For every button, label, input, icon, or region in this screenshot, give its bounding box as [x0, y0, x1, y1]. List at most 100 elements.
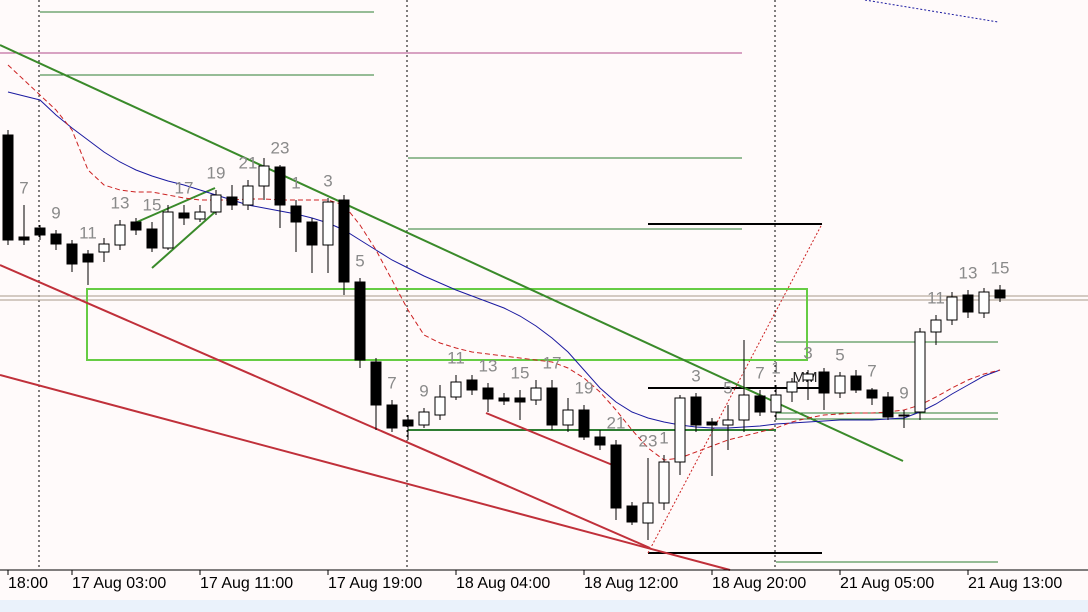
zone-rectangle	[86, 288, 808, 361]
trendline	[864, 0, 999, 23]
x-tick-label: 18 Aug 20:00	[712, 575, 806, 592]
candle-label: 13	[479, 356, 498, 375]
x-tick-label: 18:00	[8, 575, 48, 592]
candle-body	[114, 224, 126, 246]
candle-body	[642, 502, 654, 524]
candle-body	[194, 211, 206, 220]
candle-label: 7	[867, 361, 876, 380]
candle-body	[450, 381, 462, 398]
candle-body	[66, 243, 78, 265]
x-tick-label: 18 Aug 12:00	[584, 575, 678, 592]
moving-average	[7, 91, 1001, 429]
candle-label: 5	[355, 251, 364, 270]
x-tick-label: 17 Aug 03:00	[72, 575, 166, 592]
trendline	[0, 374, 731, 571]
candle-label: 15	[511, 363, 530, 382]
trendline	[136, 187, 216, 223]
candle-body	[82, 253, 94, 263]
candle-body	[866, 389, 878, 399]
candle-body	[834, 375, 846, 394]
period-separators	[38, 0, 776, 570]
candle-body	[850, 375, 862, 391]
candle-body	[770, 394, 782, 413]
x-tick-label: 17 Aug 11:00	[200, 575, 293, 592]
candle-body	[402, 419, 414, 427]
candle-body	[706, 421, 718, 426]
candle-label: 21	[239, 153, 258, 172]
candle-body	[370, 361, 382, 406]
candle-label: 7	[387, 373, 396, 392]
candle-label: 23	[271, 138, 290, 157]
candle-body	[962, 294, 974, 313]
candle-body	[674, 397, 686, 463]
candle-body	[50, 233, 62, 245]
candle-label: 21	[607, 413, 626, 432]
candle-body	[818, 371, 830, 394]
candle-body	[466, 379, 478, 391]
candle-body	[898, 414, 910, 417]
candle-body	[306, 221, 318, 246]
candle-label: 5	[723, 378, 732, 397]
candle-label: 9	[51, 203, 60, 222]
candle-body	[130, 221, 142, 231]
candle-body	[578, 409, 590, 438]
candle-body	[386, 404, 398, 429]
candle-label: 13	[111, 193, 130, 212]
candle-label: 15	[991, 258, 1010, 277]
candle-body	[754, 395, 766, 413]
candle-body	[482, 387, 494, 400]
candle-body	[610, 444, 622, 509]
candle-label: 9	[419, 381, 428, 400]
candle-label: 7	[19, 178, 28, 197]
candle-body	[546, 387, 558, 426]
candle-body	[178, 212, 190, 219]
candle-body	[562, 409, 574, 426]
candle-label: 7	[755, 363, 764, 382]
candle-body	[978, 291, 990, 314]
candle-label: 17	[175, 178, 194, 197]
candle-label: 19	[575, 378, 594, 397]
candle-body	[738, 394, 750, 421]
candle-label: 5	[835, 345, 844, 364]
candle-body	[274, 166, 286, 206]
candle-body	[18, 236, 30, 241]
x-tick-label: 18 Aug 04:00	[456, 575, 550, 592]
candle-body	[2, 134, 14, 241]
candle-label: 13	[959, 263, 978, 282]
candle-label: 1	[771, 358, 780, 377]
candle-label: 11	[447, 348, 465, 367]
candle-body	[690, 396, 702, 426]
candle-body	[498, 397, 510, 402]
candle-body	[226, 196, 238, 206]
candle-body	[786, 381, 798, 393]
candle-body	[162, 211, 174, 249]
candle-body	[242, 185, 254, 206]
candle-label: 3	[323, 171, 332, 190]
candle-label: 23	[639, 431, 658, 450]
candle-body	[626, 505, 638, 523]
candle-body	[258, 165, 270, 187]
candle-label: 1	[291, 173, 300, 192]
candle-body	[146, 228, 158, 249]
candle-label: 9	[899, 383, 908, 402]
trendline	[0, 44, 904, 462]
candle-body	[882, 396, 894, 418]
candle-body	[210, 194, 222, 213]
candle-body	[354, 281, 366, 361]
candle-body	[530, 387, 542, 401]
candle-label: 17	[543, 353, 562, 372]
candle-body	[594, 436, 606, 446]
candle-body	[658, 461, 670, 504]
x-tick-label: 21 Aug 13:00	[968, 575, 1062, 592]
candle-label: 11	[79, 223, 97, 242]
x-tick-label: 21 Aug 05:00	[840, 575, 934, 592]
status-strip	[0, 600, 1088, 612]
candle-body	[418, 411, 430, 426]
candle-body	[338, 199, 350, 283]
candle-body	[722, 419, 734, 426]
candle-body	[434, 396, 446, 416]
candle-label: 1	[659, 428, 668, 447]
